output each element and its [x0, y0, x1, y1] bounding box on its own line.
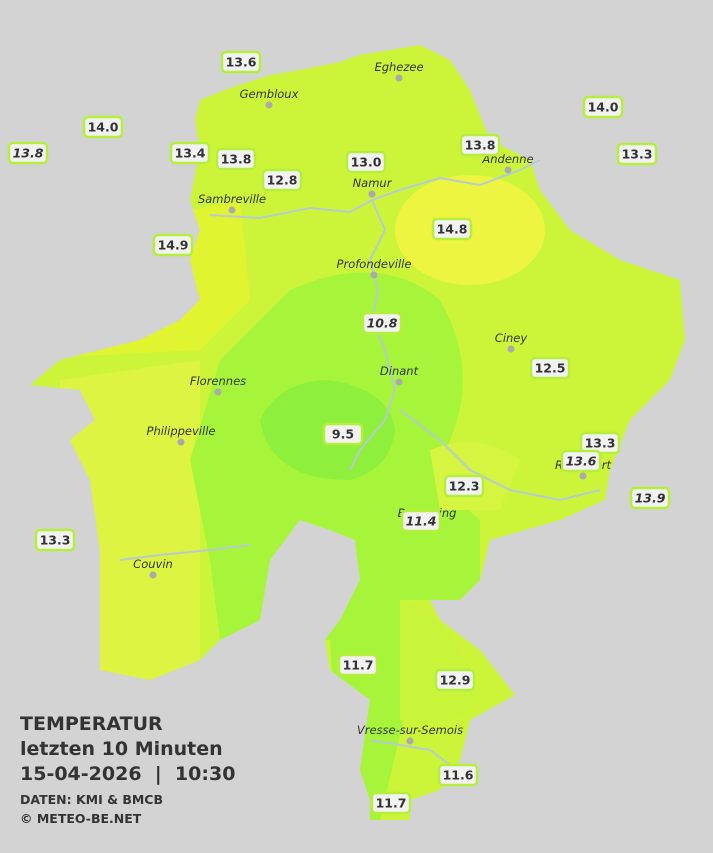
- station-temperature: 12.5: [535, 361, 566, 376]
- station-temperature: 13.4: [175, 146, 206, 161]
- data-source: DATEN: KMI & BMCB: [20, 792, 163, 807]
- station-temperature: 11.4: [406, 514, 437, 529]
- station-box: [152, 233, 194, 257]
- city-dot: [370, 271, 378, 279]
- station-box: [361, 311, 403, 335]
- copyright: © METEO-BE.NET: [20, 811, 142, 826]
- map-subtitle: letzten 10 Minuten: [20, 738, 223, 760]
- station-box: [400, 509, 442, 533]
- city-name: Namur: [353, 176, 393, 190]
- station-box: [616, 142, 658, 166]
- station-box: [560, 449, 602, 473]
- city-name: Profondeville: [337, 257, 412, 271]
- station-temperature: 13.6: [566, 454, 597, 469]
- city-name: Philippeville: [147, 424, 216, 438]
- station-temperature: 14.0: [588, 100, 619, 115]
- station-box: [370, 791, 412, 815]
- city-dot: [406, 737, 414, 745]
- station-box: [629, 486, 671, 510]
- station-box: [220, 50, 262, 74]
- station-temperature: 9.5: [332, 427, 354, 442]
- station-temperature: 13.6: [226, 55, 257, 70]
- city-name: Dinant: [380, 364, 419, 378]
- station-temperature: 13.3: [585, 436, 616, 451]
- station-box: [82, 115, 124, 139]
- station-box: [431, 217, 473, 241]
- station-temperature: 11.6: [443, 768, 474, 783]
- station-box: [7, 141, 49, 165]
- station-temperature: 12.8: [267, 173, 298, 188]
- station-box: [322, 422, 364, 446]
- station-temperature: 13.8: [13, 146, 44, 161]
- city-dot: [265, 101, 273, 109]
- station-box: [337, 653, 379, 677]
- city-dot: [395, 378, 403, 386]
- station-temperature: 11.7: [376, 796, 407, 811]
- city-dot: [507, 345, 515, 353]
- station-box: [169, 141, 211, 165]
- station-box: [437, 763, 479, 787]
- station-temperature: 13.9: [635, 491, 666, 506]
- city-name: Sambreville: [198, 192, 266, 206]
- station-box: [582, 95, 624, 119]
- station-temperature: 12.9: [440, 673, 471, 688]
- city-dot: [228, 206, 236, 214]
- station-temperature: 11.7: [343, 658, 374, 673]
- city-name: Eghezee: [374, 60, 423, 74]
- city-dot: [177, 438, 185, 446]
- station-temperature: 13.8: [465, 138, 496, 153]
- station-temperature: 14.0: [88, 120, 119, 135]
- station-temperature: 13.8: [221, 152, 252, 167]
- station-temperature: 13.3: [622, 147, 653, 162]
- city-name: Ciney: [495, 331, 528, 345]
- station-temperature: 13.3: [40, 533, 71, 548]
- map-datetime: 15-04-2026 | 10:30: [20, 763, 235, 785]
- city-dot: [214, 388, 222, 396]
- station-box: [34, 528, 76, 552]
- station-layer: 13.6 14.0 14.0 13.8 13.4 13.8 12.8 13.0 13.8 13.3…: [7, 50, 671, 815]
- city-dot: [395, 74, 403, 82]
- city-layer: EghezeeGemblouxAndenneNamurSambrevillePr…: [133, 60, 612, 745]
- station-box: [459, 133, 501, 157]
- city-dot: [579, 472, 587, 480]
- city-dot: [149, 571, 157, 579]
- city-name: Couvin: [133, 557, 173, 571]
- station-temperature: 13.0: [351, 155, 382, 170]
- station-box: [434, 668, 476, 692]
- city-name: Vresse-sur-Semois: [357, 723, 463, 737]
- station-temperature: 10.8: [367, 316, 398, 331]
- station-temperature: 14.9: [158, 238, 189, 253]
- rivers: [119, 159, 601, 766]
- station-box: [529, 356, 571, 380]
- city-dot: [504, 166, 512, 174]
- station-temperature: 12.3: [449, 479, 480, 494]
- station-box: [443, 474, 485, 498]
- map-title: TEMPERATUR: [20, 713, 163, 735]
- station-box: [261, 168, 303, 192]
- city-dot: [368, 190, 376, 198]
- city-name: Gembloux: [240, 87, 299, 101]
- station-box: [215, 147, 257, 171]
- city-name: Florennes: [190, 374, 246, 388]
- station-box: [345, 150, 387, 174]
- station-temperature: 14.8: [437, 222, 468, 237]
